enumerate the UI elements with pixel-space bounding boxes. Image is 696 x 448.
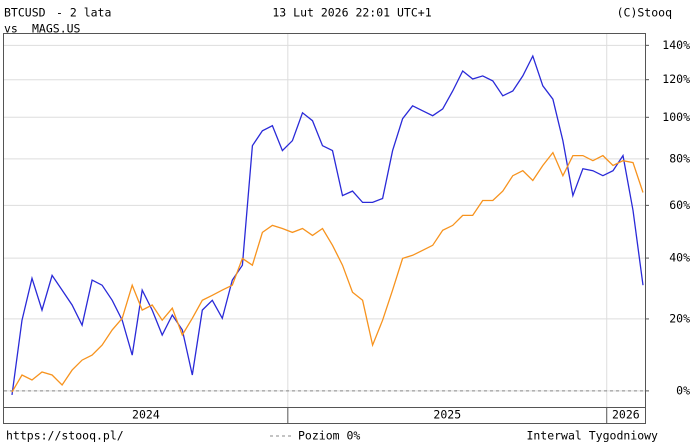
y-tick-label: 80% [669,151,690,165]
copyright: (C)Stooq [617,6,672,20]
interval: Interwal Tygodniowy [526,429,658,443]
source: https://stooq.pl/ [6,429,124,443]
y-tick-label: 140% [662,38,690,52]
subtitle: - 2 lata [56,6,111,20]
vs-label: vs [4,22,18,36]
date: 13 Lut 2026 22:01 UTC+1 [272,6,431,20]
y-tick-label: 120% [662,72,690,86]
series-name-2: MAGS.US [32,22,81,36]
x-tick-label: 2025 [433,408,461,422]
y-tick-label: 60% [669,198,690,212]
plot-frame [3,33,646,408]
x-tick-label: 2024 [132,408,160,422]
series-line [11,151,644,393]
y-tick-label: 0% [676,383,690,397]
y-tick-label: 40% [669,251,690,265]
y-tick-label: 20% [669,311,690,325]
series-line [11,54,644,395]
series-name-1: BTCUSD [4,6,46,20]
baseline-label: Poziom 0% [298,429,360,443]
y-tick-label: 100% [662,110,690,124]
x-tick-label: 2026 [612,408,640,422]
